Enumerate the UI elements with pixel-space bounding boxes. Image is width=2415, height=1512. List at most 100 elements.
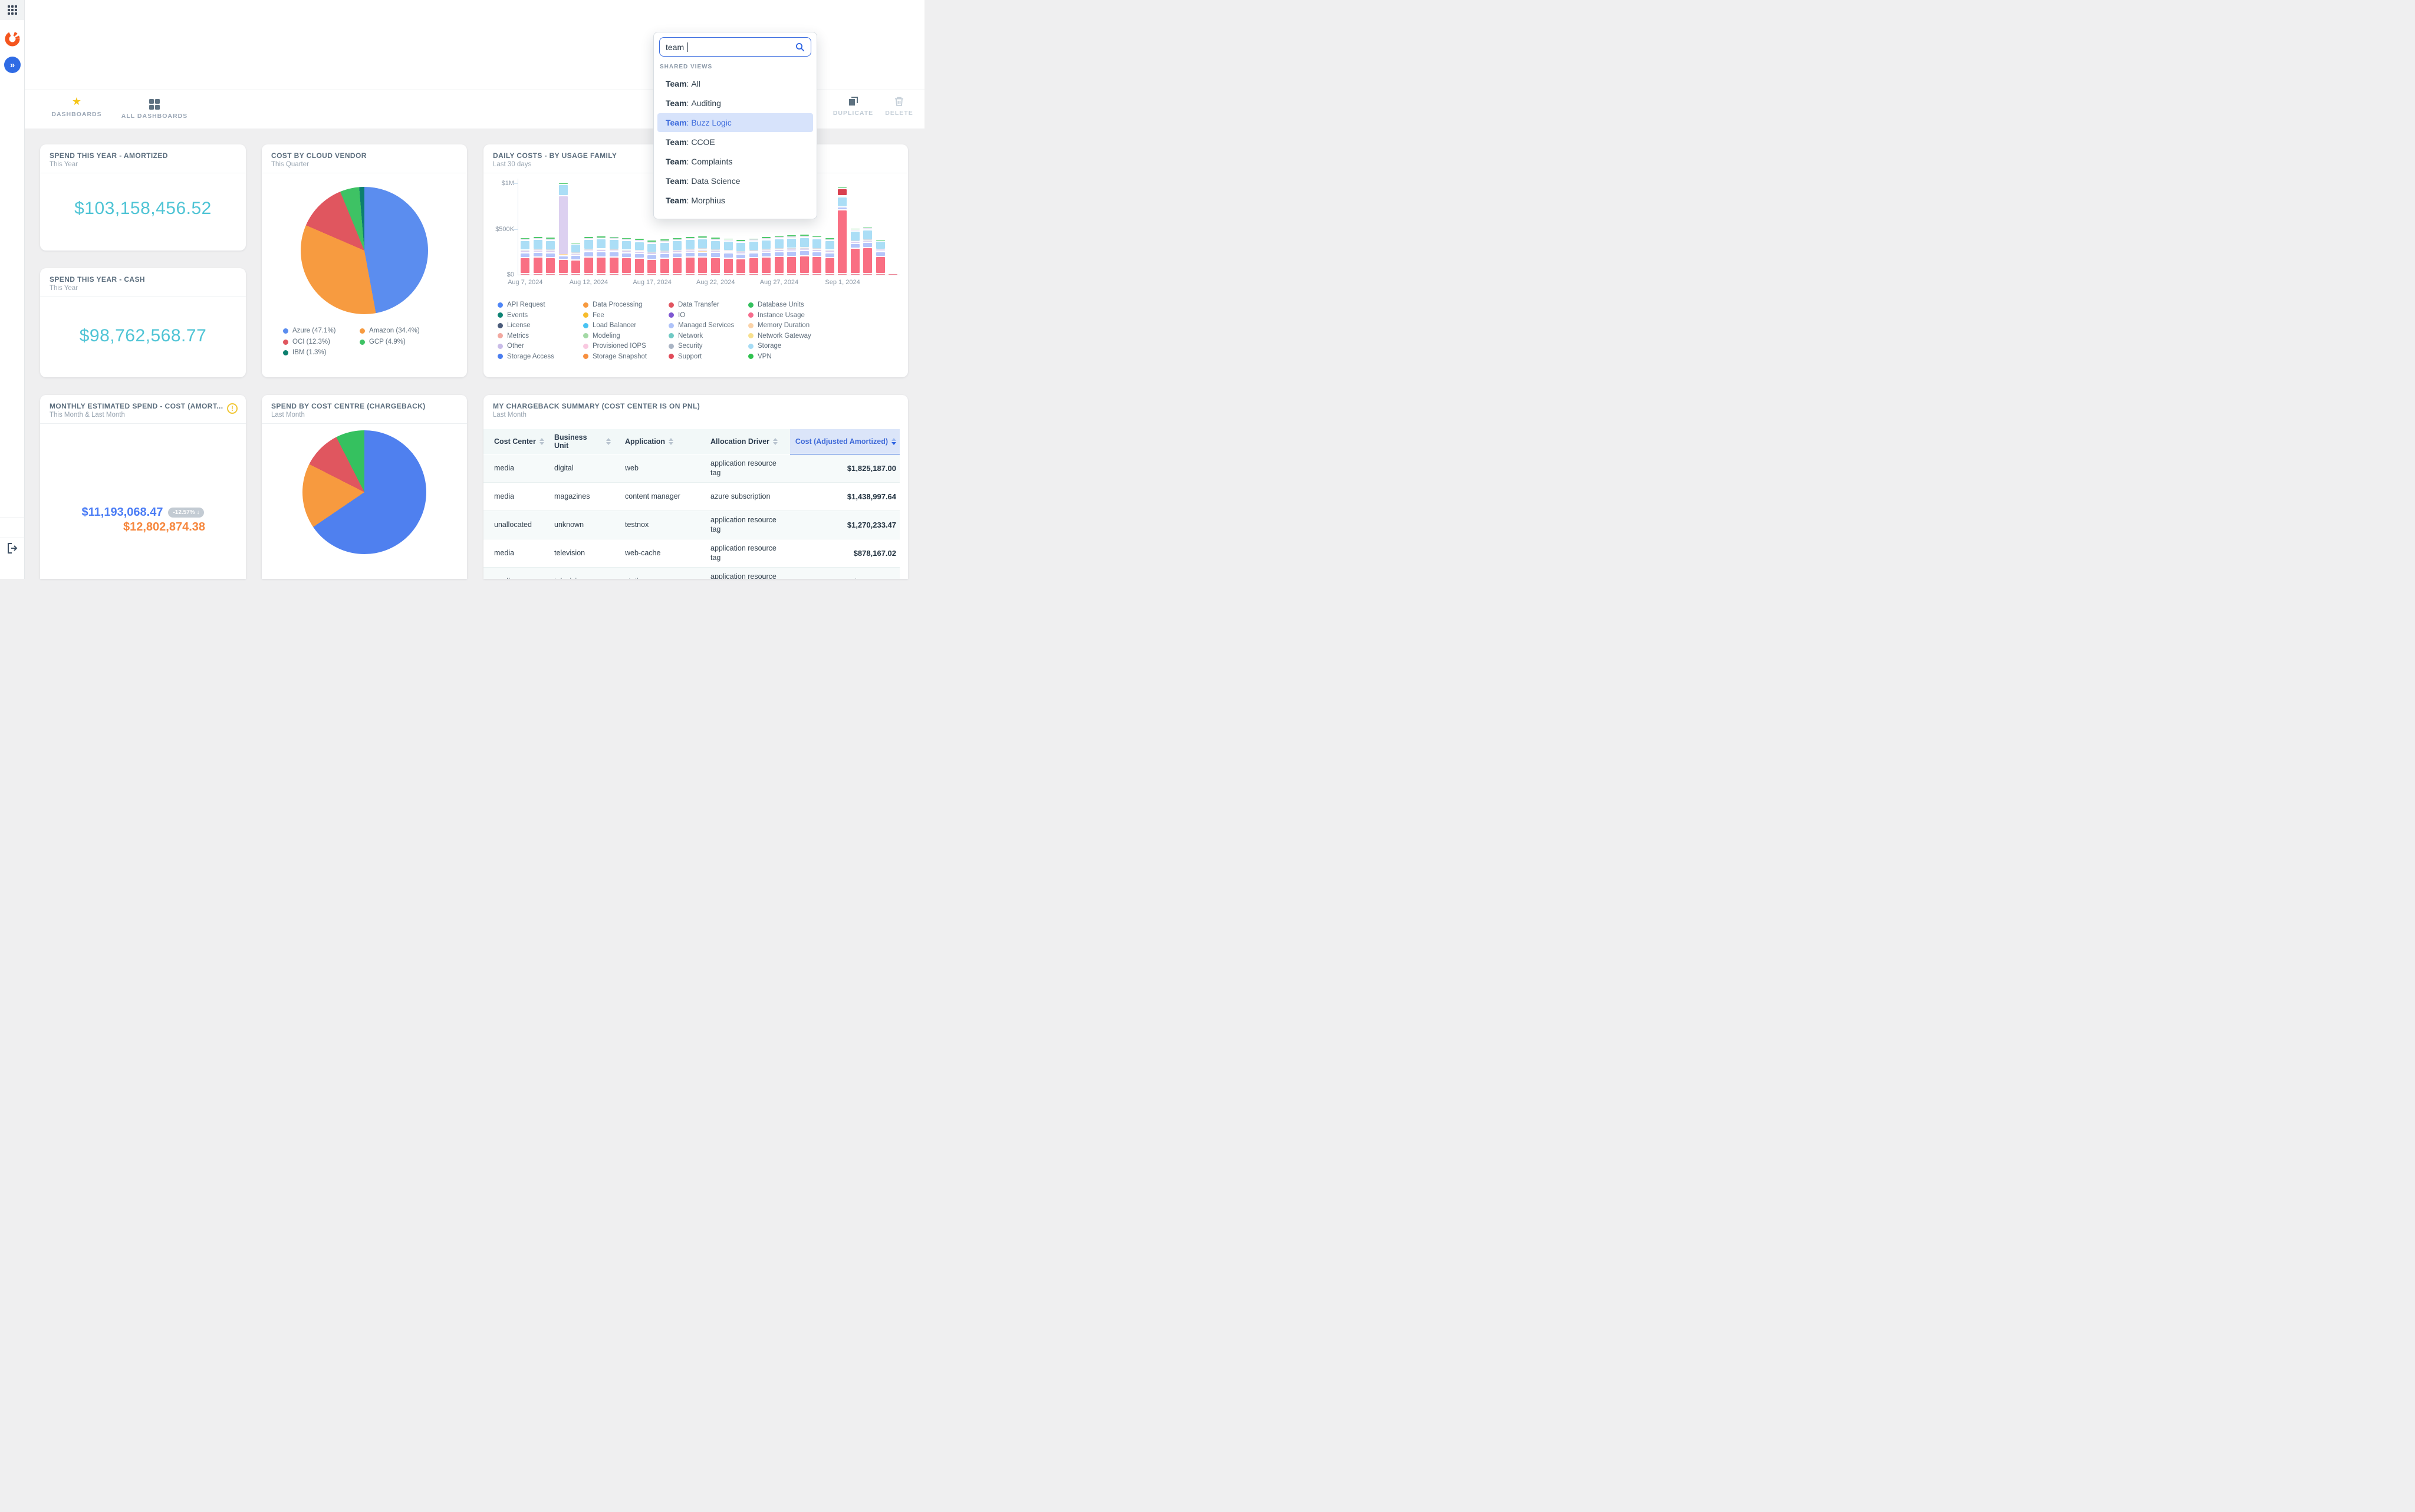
brand-logo-icon[interactable] [4,31,21,47]
stacked-bar[interactable] [647,179,657,275]
stacked-bar[interactable] [685,179,695,275]
legend-item[interactable]: Data Processing [583,301,642,308]
stacked-bar[interactable] [889,179,898,275]
delete-button[interactable]: DELETE [879,96,920,117]
stacked-bar[interactable] [762,179,771,275]
stacked-bar[interactable] [546,179,555,275]
warning-icon[interactable]: ! [227,403,238,414]
view-search-input[interactable]: team [659,37,811,57]
legend-item[interactable]: IO [669,312,685,319]
legend-item[interactable]: Instance Usage [748,312,805,319]
cloud-vendor-pie-chart[interactable] [301,187,428,314]
table-row[interactable]: media television static app application res… [483,568,900,579]
legend-item[interactable]: Network [669,332,703,340]
legend-item[interactable]: VPN [748,353,772,360]
view-option-morphius[interactable]: Team: Morphius [666,196,725,205]
legend-item[interactable]: Storage Access [498,353,554,360]
stacked-bar[interactable] [723,179,733,275]
stacked-bar[interactable] [838,179,847,275]
sort-icons[interactable] [539,438,544,445]
view-option-all[interactable]: Team: All [666,79,700,88]
legend-item[interactable]: Provisioned IOPS [583,342,646,350]
bar-segment [749,250,758,251]
view-option-buzz-logic[interactable]: Team: Buzz Logic [657,113,813,132]
view-option-complaints[interactable]: Team: Complaints [666,157,733,166]
legend-item[interactable]: Managed Services [669,322,734,329]
stacked-bar[interactable] [812,179,822,275]
column-header[interactable]: Allocation Driver [710,429,784,454]
stacked-bar[interactable] [850,179,860,275]
view-option-data-science[interactable]: Team: Data Science [666,176,741,186]
tab-all-dashboards[interactable]: ALL DASHBOARDS [116,96,193,120]
legend-item[interactable]: IBM (1.3%) [283,349,327,356]
stacked-bar[interactable] [863,179,873,275]
stacked-bar[interactable] [736,179,746,275]
stacked-bar[interactable] [774,179,784,275]
logout-icon[interactable] [6,542,18,554]
table-row[interactable]: unallocated unknown testnox application res… [483,511,900,539]
stacked-bar[interactable] [825,179,834,275]
stacked-bar[interactable] [622,179,631,275]
legend-item[interactable]: Azure (47.1%) [283,327,336,334]
legend-item[interactable]: Fee [583,312,604,319]
legend-item[interactable]: Other [498,342,524,350]
stacked-bar[interactable] [521,179,530,275]
sort-icons[interactable] [891,438,896,445]
bar-segment [546,238,555,239]
duplicate-button[interactable]: DUPLICATE [827,96,880,117]
legend-item[interactable]: OCI (12.3%) [283,338,330,345]
sort-icons[interactable] [606,438,611,445]
bar-segment [736,240,746,241]
legend-item[interactable]: Support [669,353,702,360]
legend-item[interactable]: Memory Duration [748,322,810,329]
stacked-bar[interactable] [571,179,581,275]
stacked-bar[interactable] [558,179,568,275]
stacked-bar[interactable] [799,179,809,275]
legend-item[interactable]: Metrics [498,332,529,340]
stacked-bar[interactable] [698,179,708,275]
sort-icons[interactable] [773,438,778,445]
legend-item[interactable]: Database Units [748,301,804,308]
legend-item[interactable]: GCP (4.9%) [360,338,406,345]
sort-icons[interactable] [669,438,674,445]
legend-item[interactable]: Storage Snapshot [583,353,647,360]
stacked-bar[interactable] [597,179,606,275]
sidebar-expand-button[interactable]: » [4,57,21,73]
stacked-bar[interactable] [787,179,797,275]
legend-item[interactable]: Security [669,342,703,350]
stacked-bar[interactable] [609,179,618,275]
legend-item[interactable]: API Request [498,301,545,308]
apps-grid-icon[interactable] [7,5,18,15]
legend-item[interactable]: Network Gateway [748,332,811,340]
stacked-bar[interactable] [533,179,542,275]
table-row[interactable]: media television web-cache application reso… [483,539,900,568]
legend-item[interactable]: Modeling [583,332,620,340]
stacked-bar[interactable] [584,179,593,275]
column-header[interactable]: Application [625,429,699,454]
table-row[interactable]: media magazines content manager azure subsc… [483,483,900,511]
legend-item[interactable]: Amazon (34.4%) [360,327,420,334]
legend-item[interactable]: Data Transfer [669,301,719,308]
bar-segment [597,248,606,250]
column-header[interactable]: Cost Center [494,429,548,454]
stacked-bar[interactable] [711,179,720,275]
stacked-bar[interactable] [876,179,885,275]
table-row[interactable]: media digital web application resource tag $… [483,454,900,483]
stacked-bar[interactable] [749,179,758,275]
legend-item[interactable]: Events [498,312,528,319]
stacked-bar[interactable] [634,179,644,275]
bar-segment [673,239,682,241]
legend-item[interactable]: Load Balancer [583,322,636,329]
view-option-ccoe[interactable]: Team: CCOE [666,137,715,147]
legend-item[interactable]: License [498,322,531,329]
column-header[interactable]: Cost (Adjusted Amortized) [790,429,900,454]
column-header[interactable]: Business Unit [554,429,613,454]
tab-dashboards[interactable]: ★ DASHBOARDS [47,96,106,118]
stacked-bar[interactable] [673,179,682,275]
bar-segment [799,274,809,275]
cost-centre-pie-chart[interactable] [302,430,426,554]
legend-item[interactable]: Storage [748,342,781,350]
table-cell: television [554,549,585,558]
view-option-auditing[interactable]: Team: Auditing [666,98,721,108]
stacked-bar[interactable] [660,179,669,275]
